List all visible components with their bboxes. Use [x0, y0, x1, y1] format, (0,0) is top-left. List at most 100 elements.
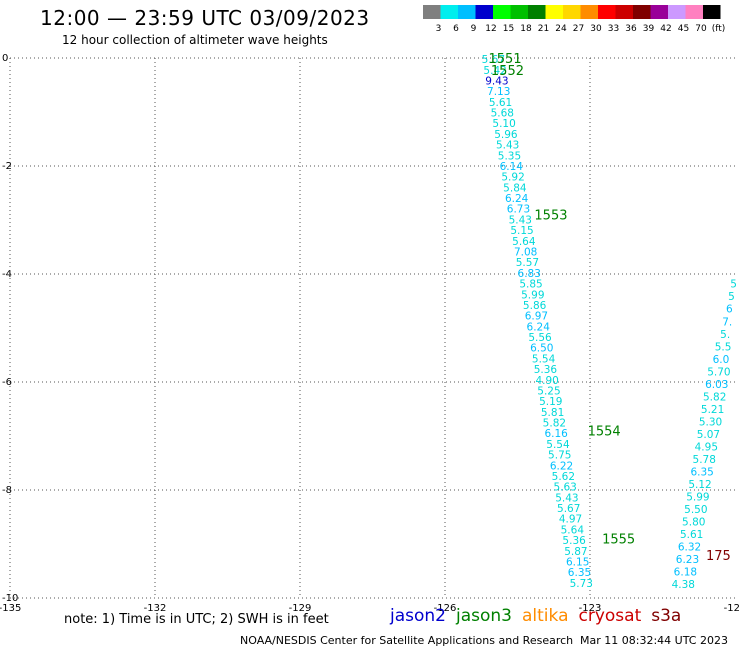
- wave-height-point: 5.61: [489, 97, 512, 109]
- scale-label: 33: [608, 24, 619, 33]
- y-tick-label: 0: [2, 53, 8, 64]
- scale-label: 21: [538, 24, 549, 33]
- legend-jason3: jason3: [456, 606, 512, 626]
- wave-height-point: 5.63: [553, 482, 576, 494]
- wave-height-point: 5.56: [528, 332, 552, 344]
- scale-swatch: [650, 5, 668, 19]
- scale-swatch: [703, 5, 721, 19]
- wave-height-point: 5.80: [682, 516, 705, 528]
- scale-swatch: [580, 5, 598, 19]
- legend-cryosat: cryosat: [578, 606, 642, 626]
- scale-swatch: [633, 5, 651, 19]
- wave-height-point: 5.43: [509, 214, 532, 226]
- scale-swatch: [475, 5, 493, 19]
- wave-height-point: 5.64: [512, 236, 536, 248]
- scale-label: 3: [436, 24, 442, 33]
- legend-s3a: s3a: [651, 606, 682, 626]
- legend-altika: altika: [522, 606, 569, 626]
- pass-number-label: 1554: [588, 425, 621, 440]
- wave-height-point: 5.70: [707, 366, 730, 378]
- chart-subtitle: 12 hour collection of altimeter wave hei…: [62, 33, 328, 47]
- scale-swatch: [440, 5, 458, 19]
- wave-height-point: 5.67: [482, 54, 505, 66]
- scale-label: 6: [453, 24, 459, 33]
- scale-label: 45: [678, 24, 689, 33]
- scale-swatch: [563, 5, 581, 19]
- wave-height-point: 5.68: [491, 108, 514, 120]
- wave-height-point: 4.90: [535, 375, 558, 387]
- scale-swatch: [685, 5, 703, 19]
- pass-number-label: 1555: [602, 533, 635, 548]
- wave-height-point: 5.78: [693, 454, 716, 466]
- wave-height-point: 5.25: [537, 385, 560, 397]
- scale-swatch: [545, 5, 563, 19]
- wave-height-point: 6.50: [530, 343, 553, 355]
- timestamp-text: Mar 11 08:32:44 UTC 2023: [580, 634, 728, 647]
- scale-swatch: [493, 5, 511, 19]
- wave-height-point: 5.5: [715, 341, 732, 353]
- wave-height-point: 5.36: [562, 535, 586, 547]
- wave-height-point: 9.43: [485, 75, 508, 87]
- wave-height-point: 7.13: [487, 86, 510, 98]
- wave-height-point: 5.12: [688, 479, 711, 491]
- wave-height-point: 5.67: [557, 503, 580, 515]
- scale-label: 15: [503, 24, 514, 33]
- wave-height-point: 5.92: [501, 172, 524, 184]
- wave-height-point: 5.15: [510, 225, 533, 237]
- scale-swatch: [615, 5, 633, 19]
- wave-height-point: 5.19: [539, 396, 562, 408]
- wave-height-point: 6.83: [518, 268, 541, 280]
- wave-height-point: 5.21: [701, 404, 724, 416]
- y-tick-label: -6: [2, 377, 12, 388]
- scale-label: 27: [573, 24, 584, 33]
- wave-height-point: 5.10: [492, 118, 515, 130]
- scale-swatch: [510, 5, 528, 19]
- scale-label: 36: [625, 24, 637, 33]
- wave-height-point: 6.73: [507, 204, 530, 216]
- wave-height-point: 7.08: [514, 246, 537, 258]
- pass-number-label: 1552: [491, 64, 524, 79]
- wave-height-point: 5.64: [561, 524, 585, 536]
- wave-height-point: 6.35: [690, 466, 713, 478]
- scale-label: 70: [695, 24, 707, 33]
- x-tick-label: -129: [289, 603, 312, 614]
- color-scale: 3 6 9 12 15 18 21 24 27 30 33 36 39 42 45 70 (ft): [423, 5, 725, 33]
- pass-number-label: 175: [706, 549, 731, 564]
- wave-height-point: 5.57: [516, 257, 539, 269]
- y-tick-label: -2: [2, 161, 12, 172]
- wave-height-point: 7.: [722, 316, 732, 328]
- wave-height-point: 4.97: [559, 514, 582, 526]
- wave-height-point: 6.22: [550, 460, 573, 472]
- wave-height-point: 5.50: [684, 504, 707, 516]
- wave-height-point: 5.: [720, 329, 730, 341]
- wave-height-point: 6.18: [674, 566, 697, 578]
- wave-height-point: 4.38: [672, 579, 695, 591]
- wave-height-point: 6.23: [676, 554, 699, 566]
- wave-height-point: 6: [726, 304, 733, 316]
- scale-label: 18: [520, 24, 532, 33]
- wave-height-point: 6.0: [713, 354, 730, 366]
- wave-height-point: 5.96: [494, 129, 518, 141]
- wave-height-point: 6.32: [678, 541, 701, 553]
- credit-text: NOAA/NESDIS Center for Satellite Applica…: [240, 634, 574, 647]
- wave-height-point: 5.07: [697, 429, 720, 441]
- wave-height-point: 6.24: [527, 321, 551, 333]
- scale-label: 42: [660, 24, 671, 33]
- note-text: note: 1) Time is in UTC; 2) SWH is in fe…: [64, 612, 329, 627]
- pass-number-label: 1551: [489, 52, 522, 67]
- wave-height-plot: -135-132-129-126-123-1200-2-4-6-8-105.67…: [0, 52, 740, 614]
- wave-height-point: 5.54: [546, 439, 570, 451]
- wave-height-point: 5.99: [521, 289, 544, 301]
- wave-height-point: 5.61: [680, 529, 703, 541]
- x-tick-label: -126: [434, 603, 457, 614]
- scale-label: 30: [590, 24, 602, 33]
- wave-height-point: 5: [728, 291, 735, 303]
- wave-height-point: 6.14: [500, 161, 524, 173]
- scale-swatch: [598, 5, 616, 19]
- chart-title: 12:00 — 23:59 UTC 03/09/2023: [40, 6, 370, 30]
- wave-height-point: 5.35: [498, 150, 521, 162]
- scale-swatch: [528, 5, 546, 19]
- wave-height-point: 5.75: [548, 450, 571, 462]
- scale-swatch: [423, 5, 441, 19]
- scale-label: 9: [471, 24, 477, 33]
